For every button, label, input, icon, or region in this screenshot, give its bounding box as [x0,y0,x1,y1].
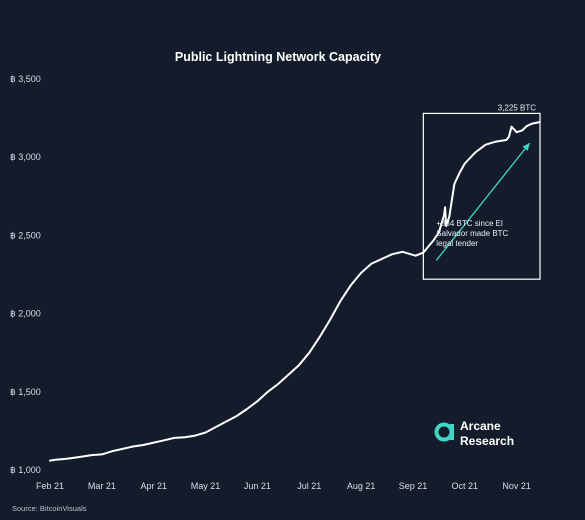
y-tick-label: ฿ 3,000 [10,152,41,162]
series-line [49,121,541,462]
trend-arrow [435,142,531,261]
x-tick-label: Feb 21 [36,481,64,491]
y-tick-label: ฿ 2,500 [10,230,41,240]
brand-logo: Arcane Research [434,419,514,448]
arcane-logo-icon [434,422,454,442]
arrow-shaft [435,142,531,261]
x-tick-label: Mar 21 [88,481,116,491]
x-axis: Feb 21 Mar 21 Apr 21 May 21 Jun 21 Jul 21 Aug … [36,481,531,491]
annotation-note: +834 BTC since El Salvador made BTC lega… [436,219,510,248]
source-note: Source: BitcoinVisuals [12,504,87,513]
annotation-line-2: Salvador made BTC [436,229,508,238]
y-tick-label: ฿ 1,000 [10,465,41,475]
highlight-box [422,112,541,280]
annotation-line-1: +834 BTC since El [436,219,503,228]
x-tick-label: Sep 21 [399,481,428,491]
y-axis: ฿ 1,000 ฿ 1,500 ฿ 2,000 ฿ 2,500 ฿ 3,000 ฿ 3,5… [10,74,41,475]
x-tick-label: Apr 21 [140,481,167,491]
logo-text-line-2: Research [460,434,514,448]
x-tick-label: Nov 21 [502,481,531,491]
chart-title: Public Lightning Network Capacity [175,50,381,64]
x-tick-label: May 21 [191,481,221,491]
y-tick-label: ฿ 2,000 [10,309,41,319]
annotation-capacity: 3,225 BTC [498,103,536,112]
arrow-head [522,143,530,151]
logo-text-line-1: Arcane [460,419,501,433]
annotation-line-3: legal tender [436,239,478,248]
y-tick-label: ฿ 1,500 [10,387,41,397]
y-tick-label: ฿ 3,500 [10,74,41,84]
x-tick-label: Jul 21 [297,481,321,491]
x-tick-label: Jun 21 [244,481,271,491]
x-tick-label: Aug 21 [347,481,376,491]
x-tick-label: Oct 21 [452,481,479,491]
